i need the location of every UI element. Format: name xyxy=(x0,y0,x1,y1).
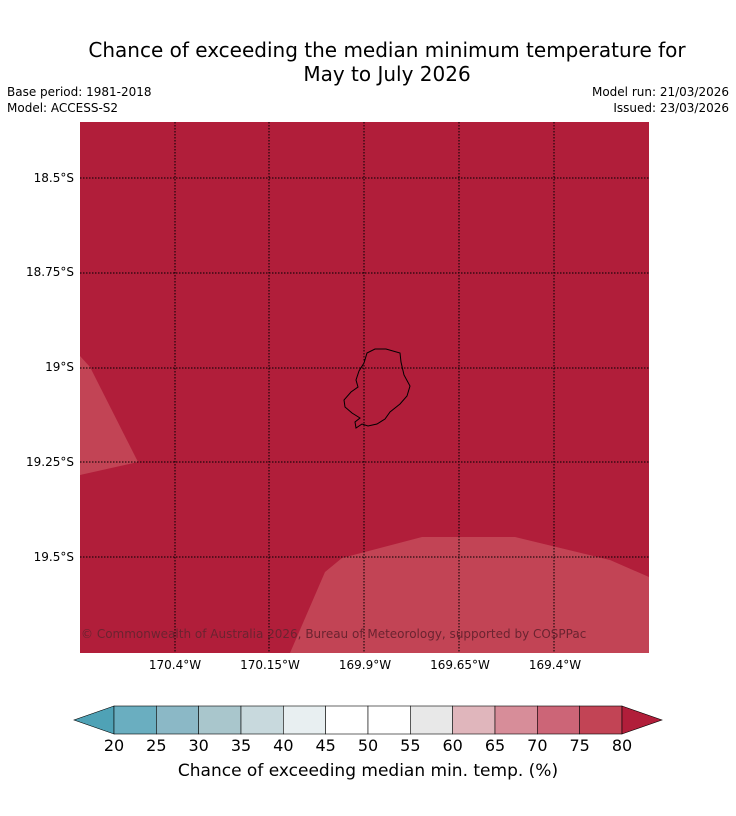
colorbar-tick-label: 80 xyxy=(611,736,633,755)
colorbar-tick-label: 40 xyxy=(273,736,294,755)
meta-right: Model run: 21/03/2026 Issued: 23/03/2026 xyxy=(592,84,729,116)
colorbar-label: Chance of exceeding median min. temp. (%… xyxy=(177,761,559,781)
title-line-1: Chance of exceeding the median minimum t… xyxy=(88,38,686,62)
lon-label-169-4: 169.4°W xyxy=(528,658,582,672)
lat-label-19-25: 19.25°S xyxy=(26,455,74,469)
lat-label-19: 19°S xyxy=(45,360,74,374)
colorbar-segment xyxy=(113,705,157,735)
colorbar-segment xyxy=(325,705,369,735)
niue-island-outline xyxy=(343,348,411,429)
map-title: Chance of exceeding the median minimum t… xyxy=(0,38,736,86)
model-name: Model: ACCESS-S2 xyxy=(7,101,119,115)
colorbar-segment xyxy=(283,705,326,735)
lat-label-19-5: 19.5°S xyxy=(33,550,74,564)
colorbar-segment xyxy=(156,705,199,735)
meta-left: Base period: 1981-2018 Model: ACCESS-S2 xyxy=(7,84,152,116)
colorbar xyxy=(73,705,663,735)
model-run: Model run: 21/03/2026 xyxy=(591,85,729,99)
map-panel: © Commonwealth of Australia 2026, Bureau… xyxy=(80,122,649,653)
copyright-notice: © Commonwealth of Australia 2026, Bureau… xyxy=(81,627,587,641)
graticule xyxy=(80,122,649,653)
colorbar-tick-label: 65 xyxy=(484,736,506,755)
colorbar-tick-label: 50 xyxy=(357,736,379,755)
colorbar-tick-label: 75 xyxy=(569,736,590,755)
issued-date: Issued: 23/03/2026 xyxy=(613,101,729,115)
colorbar-tick-label: 45 xyxy=(315,736,336,755)
probability-field-70-75-west xyxy=(80,356,138,475)
map-canvas xyxy=(80,122,649,653)
colorbar-segment xyxy=(579,705,623,735)
colorbar-tick-label: 70 xyxy=(527,736,548,755)
colorbar-tick-label: 25 xyxy=(146,736,167,755)
colorbar-arrow-low xyxy=(73,705,115,735)
lon-label-169-65: 169.65°W xyxy=(430,658,490,672)
colorbar-segment xyxy=(198,705,242,735)
colorbar-arrow-high xyxy=(621,705,663,735)
lon-label-169-9: 169.9°W xyxy=(338,658,392,672)
colorbar-tick-label: 60 xyxy=(442,736,463,755)
colorbar-tick-label: 30 xyxy=(188,736,209,755)
colorbar-tick-label: 20 xyxy=(103,736,125,755)
base-period: Base period: 1981-2018 xyxy=(7,85,152,99)
colorbar-segment xyxy=(452,705,496,735)
colorbar-tick-label: 35 xyxy=(230,736,252,755)
probability-field-70-75-south xyxy=(290,537,649,653)
lon-label-170-15: 170.15°W xyxy=(240,658,300,672)
colorbar-segment xyxy=(537,705,580,735)
lon-label-170-4: 170.4°W xyxy=(148,658,202,672)
colorbar-segment xyxy=(494,705,538,735)
colorbar-segment xyxy=(410,705,453,735)
lat-label-18-5: 18.5°S xyxy=(33,171,74,185)
lat-label-18-75: 18.75°S xyxy=(26,265,74,279)
title-line-2: May to July 2026 xyxy=(303,62,471,86)
colorbar-tick-label: 55 xyxy=(400,736,421,755)
colorbar-segment xyxy=(240,705,284,735)
colorbar-segment xyxy=(367,705,411,735)
